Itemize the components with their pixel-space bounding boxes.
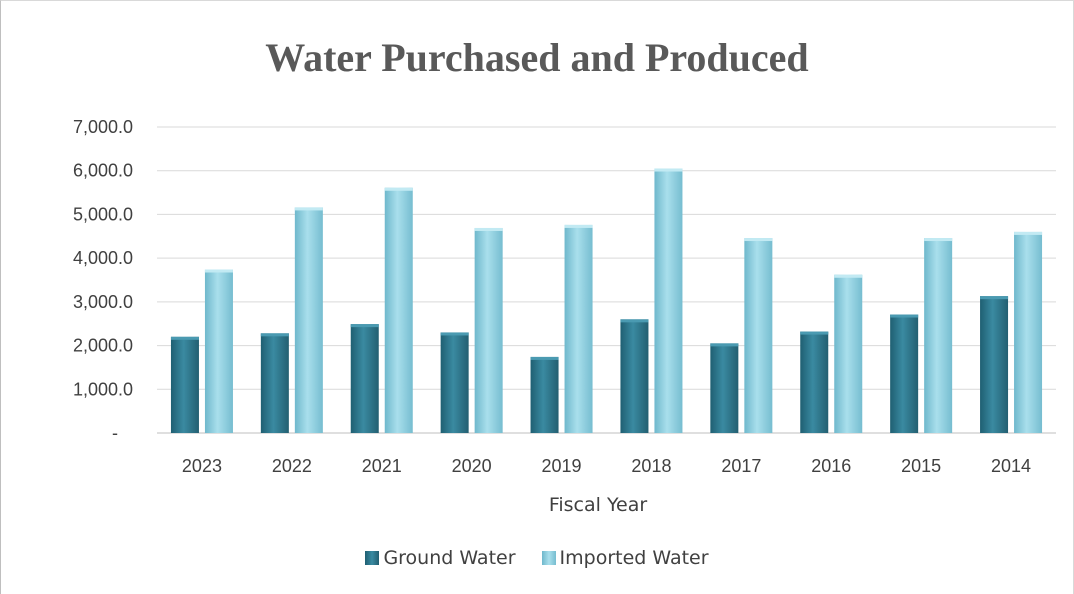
bar-top-bevel — [980, 296, 1009, 300]
y-tick-label: 7,000.0 — [73, 117, 133, 137]
x-tick-label: 2020 — [452, 456, 492, 476]
bar-ground-water-2014 — [980, 296, 1009, 433]
legend-swatch-ground-water — [365, 551, 380, 565]
bar-ground-water-2021 — [350, 324, 379, 433]
y-tick-label: - — [112, 423, 118, 443]
y-tick-label: 4,000.0 — [73, 248, 133, 268]
bar-imported-water-2018 — [654, 168, 683, 433]
bar-ground-water-2019 — [530, 356, 559, 433]
bar-imported-water-2015 — [924, 238, 953, 433]
y-tick-label: 6,000.0 — [73, 161, 133, 181]
y-tick-label: 3,000.0 — [73, 292, 133, 312]
bar-top-bevel — [890, 314, 919, 318]
bar-top-bevel — [204, 269, 233, 273]
bar-imported-water-2016 — [834, 274, 863, 433]
bar-imported-water-2014 — [1014, 231, 1043, 433]
bar-top-bevel — [924, 238, 953, 242]
bar-top-bevel — [710, 343, 739, 347]
y-tick-label: 1,000.0 — [73, 379, 133, 399]
x-tick-label: 2019 — [542, 456, 582, 476]
x-tick-label: 2016 — [811, 456, 851, 476]
bar-top-bevel — [834, 274, 863, 278]
legend: Ground Water Imported Water — [0, 547, 1074, 569]
x-tick-label: 2022 — [272, 456, 312, 476]
x-tick-label: 2015 — [901, 456, 941, 476]
bar-ground-water-2020 — [440, 332, 469, 433]
bar-top-bevel — [440, 332, 469, 336]
legend-label-ground-water: Ground Water — [383, 547, 516, 569]
x-tick-label: 2018 — [631, 456, 671, 476]
x-axis-label: Fiscal Year — [549, 494, 648, 516]
bar-imported-water-2023 — [204, 269, 233, 433]
bar-imported-water-2022 — [294, 207, 323, 433]
bar-top-bevel — [744, 238, 773, 242]
bar-top-bevel — [800, 331, 829, 335]
legend-item-imported-water: Imported Water — [541, 547, 709, 569]
bar-ground-water-2016 — [800, 331, 829, 433]
x-tick-label: 2017 — [721, 456, 761, 476]
y-tick-label: 2,000.0 — [73, 336, 133, 356]
bar-top-bevel — [564, 224, 593, 228]
bar-ground-water-2023 — [170, 336, 199, 433]
legend-label-imported-water: Imported Water — [559, 547, 709, 569]
bar-imported-water-2017 — [744, 238, 773, 433]
legend-swatch-imported-water — [541, 551, 556, 565]
x-tick-label: 2014 — [991, 456, 1031, 476]
bar-top-bevel — [654, 168, 683, 172]
bar-top-bevel — [294, 207, 323, 211]
bar-imported-water-2021 — [384, 187, 413, 433]
bar-top-bevel — [384, 187, 413, 191]
bar-ground-water-2017 — [710, 343, 739, 433]
bar-top-bevel — [1014, 231, 1043, 235]
x-tick-label: 2023 — [182, 456, 222, 476]
bar-top-bevel — [170, 336, 199, 340]
x-tick-label: 2021 — [362, 456, 402, 476]
legend-item-ground-water: Ground Water — [365, 547, 516, 569]
chart-title: Water Purchased and Produced — [265, 35, 809, 80]
bar-top-bevel — [474, 227, 503, 231]
y-tick-label: 5,000.0 — [73, 204, 133, 224]
bar-ground-water-2022 — [260, 333, 289, 433]
bar-ground-water-2018 — [620, 319, 649, 433]
bar-imported-water-2019 — [564, 224, 593, 433]
bar-top-bevel — [350, 324, 379, 328]
bar-top-bevel — [260, 333, 289, 337]
bar-top-bevel — [620, 319, 649, 323]
bar-top-bevel — [530, 356, 559, 360]
bar-ground-water-2015 — [890, 314, 919, 433]
bar-imported-water-2020 — [474, 227, 503, 433]
